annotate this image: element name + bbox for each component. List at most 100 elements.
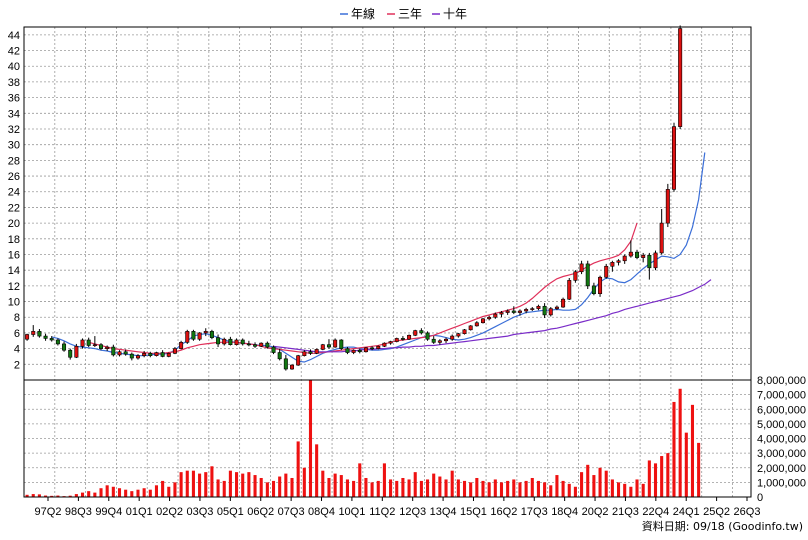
- volume-bar: [253, 475, 257, 497]
- candle: [425, 331, 430, 341]
- candle-body: [444, 338, 449, 342]
- candle: [444, 337, 449, 344]
- volume-bar: [573, 486, 577, 497]
- candle: [431, 336, 436, 344]
- candle-body: [314, 349, 319, 354]
- volume-bar: [580, 472, 584, 497]
- volume-tick-label: 1,000,000: [757, 477, 806, 489]
- x-tick-label: 21Q3: [612, 506, 639, 518]
- candle-body: [246, 343, 251, 346]
- volume-bar: [198, 473, 202, 497]
- candle-body: [468, 325, 473, 331]
- volume-bar: [395, 480, 399, 497]
- x-tick-label: 20Q2: [582, 506, 609, 518]
- candle-body: [197, 332, 202, 340]
- x-tick-label: 16Q2: [490, 506, 517, 518]
- candle-body: [647, 254, 652, 269]
- candle-body: [228, 338, 233, 346]
- candle: [524, 307, 529, 314]
- candle: [678, 25, 683, 129]
- candle: [407, 334, 412, 340]
- x-tick-label: 02Q2: [156, 506, 183, 518]
- candle-body: [400, 338, 405, 340]
- volume-bar: [333, 473, 337, 497]
- candle-body: [203, 331, 208, 334]
- price-tick-label: 20: [8, 218, 20, 230]
- price-tick-label: 32: [8, 124, 20, 136]
- candle: [216, 334, 221, 348]
- candle-body: [665, 189, 670, 224]
- volume-bar: [308, 380, 313, 497]
- volume-bar: [93, 492, 97, 497]
- price-tick-label: 10: [8, 297, 20, 309]
- candle: [172, 347, 177, 355]
- candle: [628, 240, 633, 258]
- candle: [598, 275, 603, 297]
- candle: [511, 306, 516, 315]
- candle: [622, 254, 627, 264]
- candle: [117, 350, 122, 357]
- candle-body: [142, 353, 147, 356]
- volume-bar: [321, 470, 325, 497]
- volume-bar: [315, 444, 319, 497]
- candle-body: [123, 351, 128, 355]
- volume-bar: [641, 483, 645, 497]
- volume-bar: [561, 480, 565, 497]
- candle: [290, 364, 294, 370]
- volume-bar: [524, 480, 528, 497]
- legend-label: 十年: [443, 7, 467, 21]
- candle: [573, 270, 578, 283]
- volume-bar: [419, 480, 423, 497]
- volume-bar: [290, 477, 294, 497]
- candle-body: [166, 353, 171, 357]
- candle: [105, 345, 110, 351]
- x-tick-label: 26Q3: [734, 506, 761, 518]
- candle: [55, 338, 60, 346]
- candle-body: [308, 351, 313, 354]
- candle: [641, 252, 646, 263]
- volume-bar: [87, 491, 91, 497]
- candle: [517, 309, 522, 316]
- candle-body: [635, 251, 640, 258]
- price-tick-label: 16: [8, 249, 20, 261]
- volume-tick-label: 4,000,000: [757, 434, 806, 446]
- price-tick-label: 14: [8, 265, 20, 277]
- candle-body: [585, 263, 590, 287]
- volume-bar: [50, 495, 54, 497]
- volume-bar: [444, 479, 448, 497]
- volume-bar: [179, 472, 183, 497]
- volume-bar: [592, 475, 596, 497]
- volume-bar: [284, 473, 288, 497]
- x-tick-label: 15Q1: [460, 506, 487, 518]
- volume-bar: [450, 470, 454, 497]
- volume-bar: [25, 494, 29, 497]
- volume-bar: [623, 483, 627, 497]
- candle-body: [610, 262, 615, 267]
- candle-body: [548, 308, 553, 316]
- volume-bar: [586, 464, 590, 497]
- volume-bar: [678, 388, 682, 497]
- candle-body: [641, 254, 646, 258]
- candle-body: [505, 310, 510, 313]
- candle: [413, 329, 418, 337]
- price-tick-label: 6: [14, 328, 20, 340]
- candle-body: [499, 312, 504, 315]
- candle-body: [283, 358, 288, 370]
- candle-body: [351, 349, 356, 353]
- candle-body: [234, 339, 239, 346]
- price-grid: [23, 27, 751, 497]
- candle-body: [253, 344, 258, 347]
- volume-bar: [68, 495, 72, 497]
- candle-body: [370, 347, 375, 350]
- volume-bar: [345, 479, 349, 497]
- candle: [382, 342, 387, 348]
- candle: [154, 351, 159, 357]
- volume-tick-label: 3,000,000: [757, 448, 806, 460]
- moving-average-lines: [51, 152, 712, 363]
- volume-bar: [235, 472, 239, 497]
- candle-body: [524, 309, 529, 312]
- x-tick-label: 01Q1: [126, 506, 153, 518]
- ma-line: [51, 152, 706, 363]
- volume-bar: [493, 479, 497, 497]
